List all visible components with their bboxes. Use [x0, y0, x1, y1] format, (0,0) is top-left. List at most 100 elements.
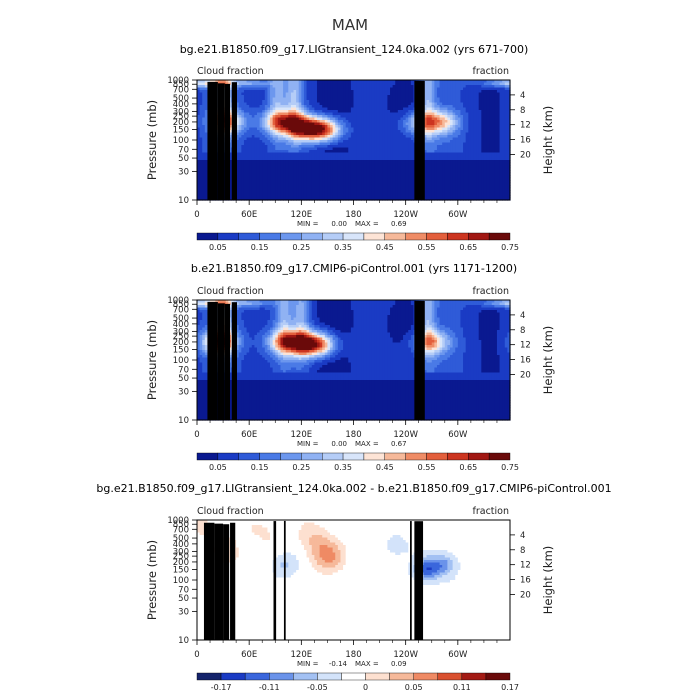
- panel-top-right-label: fraction: [473, 66, 510, 77]
- heatmap-cell: [197, 100, 201, 104]
- heatmap-cell: [353, 100, 357, 104]
- heatmap-cell: [463, 97, 467, 101]
- heatmap-cell: [387, 120, 391, 124]
- heatmap-cell: [280, 120, 284, 124]
- heatmap-cell: [392, 92, 396, 96]
- heatmap-cell: [496, 82, 501, 86]
- heatmap-cell: [337, 115, 342, 119]
- heatmap-cell: [447, 82, 451, 86]
- heatmap-cell: [335, 125, 339, 129]
- heatmap-cell: [403, 125, 407, 129]
- heatmap-cell: [504, 127, 508, 131]
- heatmap-cell: [270, 80, 274, 84]
- heatmap-cell: [246, 112, 250, 116]
- heatmap-cell: [199, 112, 203, 116]
- heatmap-cell: [343, 120, 347, 124]
- heatmap-cell: [470, 80, 475, 84]
- heatmap-cell: [256, 122, 261, 126]
- heatmap-cell: [314, 127, 318, 131]
- heatmap-cell: [452, 82, 456, 86]
- heatmap-cell: [293, 85, 297, 89]
- heatmap-cell: [395, 127, 399, 131]
- heatmap-cell: [327, 115, 331, 119]
- heatmap-cell: [272, 85, 276, 89]
- heatmap-cell: [249, 102, 253, 106]
- heatmap-cell: [426, 112, 430, 116]
- heatmap-cell: [507, 95, 511, 99]
- heatmap-cell: [301, 130, 305, 134]
- heatmap-cell: [397, 120, 402, 124]
- heatmap-cell: [353, 120, 357, 124]
- heatmap-cell: [410, 107, 415, 111]
- heatmap-cell: [330, 97, 334, 101]
- heatmap-cell: [403, 85, 407, 89]
- heatmap-cell: [465, 117, 469, 121]
- heatmap-cell: [426, 127, 430, 131]
- heatmap-cell: [272, 112, 276, 116]
- heatmap-cell: [241, 107, 245, 111]
- heatmap-cell: [405, 120, 409, 124]
- heatmap-cell: [384, 100, 389, 104]
- heatmap-cell: [473, 87, 477, 91]
- heatmap-cell: [327, 132, 331, 136]
- heatmap-cell: [496, 97, 501, 101]
- heatmap-cell: [410, 132, 415, 136]
- heatmap-cell: [374, 80, 378, 84]
- heatmap-cell: [243, 102, 248, 106]
- heatmap-cell: [306, 102, 310, 106]
- heatmap-cell: [290, 110, 295, 114]
- heatmap-cell: [397, 110, 402, 114]
- heatmap-cell: [408, 112, 412, 116]
- heatmap-cell: [275, 95, 279, 99]
- heatmap-cell: [379, 127, 383, 131]
- heatmap-cell: [267, 102, 271, 106]
- heatmap-cell: [238, 105, 242, 109]
- heatmap-cell: [379, 122, 383, 126]
- heatmap-cell: [322, 95, 326, 99]
- heatmap-cell: [452, 105, 456, 109]
- heatmap-cell: [256, 130, 261, 134]
- heatmap-cell: [251, 100, 255, 104]
- heatmap-cell: [476, 107, 480, 111]
- heatmap-cell: [434, 82, 438, 86]
- heatmap-cell: [382, 85, 386, 89]
- heatmap-cell: [436, 90, 441, 94]
- heatmap-cell: [476, 95, 480, 99]
- heatmap-cell: [442, 100, 446, 104]
- heatmap-cell: [502, 95, 506, 99]
- heatmap-cell: [423, 115, 428, 119]
- heatmap-cell: [504, 92, 508, 96]
- heatmap-cell: [275, 122, 279, 126]
- heatmap-cell: [371, 100, 375, 104]
- heatmap-cell: [254, 97, 258, 101]
- heatmap-cell: [267, 95, 271, 99]
- heatmap-cell: [507, 80, 511, 84]
- heatmap-cell: [353, 107, 357, 111]
- heatmap-cell: [197, 127, 201, 131]
- heatmap-cell: [478, 92, 482, 96]
- heatmap-cell: [288, 102, 292, 106]
- heatmap-cell: [447, 125, 451, 129]
- heatmap-cell: [327, 85, 331, 89]
- heatmap-cell: [324, 100, 329, 104]
- heatmap-cell: [353, 117, 357, 121]
- heatmap-cell: [366, 120, 370, 124]
- heatmap-cell: [311, 115, 315, 119]
- heatmap-cell: [403, 130, 407, 134]
- heatmap-cell: [465, 102, 469, 106]
- heatmap-cell: [246, 115, 250, 119]
- heatmap-cell: [236, 100, 240, 104]
- heatmap-cell: [439, 112, 443, 116]
- heatmap-cell: [379, 107, 383, 111]
- heatmap-cell: [306, 107, 310, 111]
- heatmap-cell: [249, 122, 253, 126]
- heatmap-cell: [371, 85, 375, 89]
- heatmap-cell: [290, 95, 295, 99]
- heatmap-cell: [502, 87, 506, 91]
- heatmap-cell: [371, 80, 375, 84]
- heatmap-cell: [301, 125, 305, 129]
- heatmap-cell: [290, 87, 295, 91]
- heatmap-cell: [327, 102, 331, 106]
- heatmap-cell: [353, 127, 357, 131]
- heatmap-cell: [460, 125, 464, 129]
